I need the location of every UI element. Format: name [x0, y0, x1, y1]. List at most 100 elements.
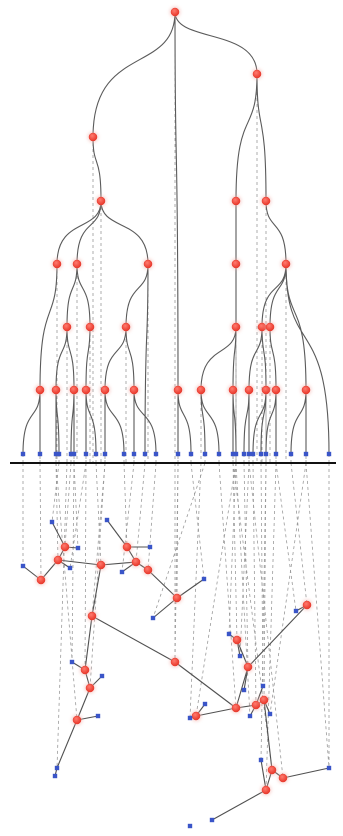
projection-line: [123, 462, 128, 548]
tree-edge: [104, 389, 125, 455]
leaf-node: [288, 451, 294, 457]
projection-line: [89, 462, 106, 689]
tree-edge: [56, 200, 102, 265]
projection-line: [121, 462, 135, 573]
embedding-edge: [263, 699, 273, 771]
embedding-edge: [100, 561, 137, 566]
internal-node: [260, 195, 272, 207]
projection-line: [260, 462, 267, 761]
internal-node: [270, 384, 282, 396]
projection-line: [265, 462, 277, 791]
embedded-internal-node: [258, 694, 270, 706]
embedded-internal-node: [260, 784, 272, 796]
leaf-node: [121, 451, 127, 457]
embedded-leaf-node: [241, 687, 247, 693]
tree-edge: [55, 389, 60, 455]
tree-edge: [269, 263, 287, 328]
tree-edge: [285, 263, 307, 391]
projection-line: [95, 462, 102, 566]
embedded-internal-node: [95, 559, 107, 571]
embedded-internal-node: [121, 541, 133, 553]
tree-edge: [243, 389, 250, 455]
embedded-internal-node: [71, 714, 83, 726]
tree-edge: [200, 326, 237, 391]
tree-edge: [104, 326, 127, 391]
internal-node: [300, 384, 312, 396]
internal-node: [51, 258, 63, 270]
internal-node: [128, 384, 140, 396]
tree-edge: [133, 389, 157, 455]
tree-edge: [92, 136, 102, 202]
internal-node: [50, 384, 62, 396]
leaf-node: [263, 451, 269, 457]
internal-node: [61, 321, 73, 333]
projection-line: [84, 462, 87, 671]
tree-edge: [285, 263, 330, 455]
projection-line: [290, 462, 308, 606]
tree-edge: [144, 263, 149, 455]
projection-line: [228, 462, 237, 635]
internal-node: [280, 258, 292, 270]
internal-node: [256, 321, 268, 333]
internal-node: [95, 195, 107, 207]
tree-edge: [269, 326, 277, 391]
tree-edge: [252, 389, 267, 455]
embedded-leaf-node: [260, 683, 266, 689]
embedded-internal-node: [169, 656, 181, 668]
internal-node: [230, 195, 242, 207]
internal-node: [84, 321, 96, 333]
embedded-leaf-node: [247, 713, 253, 719]
tree-edge: [76, 263, 91, 328]
embedded-leaf-node: [187, 823, 193, 829]
internal-node: [68, 384, 80, 396]
internal-node: [80, 384, 92, 396]
projection-line: [71, 462, 75, 663]
tree-edge: [261, 326, 267, 391]
tree-edge: [92, 11, 176, 138]
embedding-edge: [195, 707, 237, 717]
embedded-internal-node: [171, 592, 183, 604]
projection-line: [64, 462, 72, 548]
internal-node: [120, 321, 132, 333]
embedded-internal-node: [301, 599, 313, 611]
leaf-node: [258, 451, 264, 457]
projection-line: [176, 462, 179, 599]
internal-node: [34, 384, 46, 396]
tree-edge: [125, 326, 135, 391]
tree-edge: [66, 326, 75, 391]
tree-edge: [265, 200, 287, 265]
internal-node: [243, 384, 255, 396]
embedded-internal-node: [86, 610, 98, 622]
embedding-edge: [76, 687, 91, 721]
projection-line: [174, 462, 179, 663]
embedding-edge: [211, 789, 267, 821]
leaf-node: [246, 451, 252, 457]
embedded-leaf-node: [187, 715, 193, 721]
leaf-node: [233, 451, 239, 457]
leaf-node: [37, 451, 43, 457]
leaf-node: [53, 451, 59, 457]
tree-edge: [85, 389, 97, 455]
embedded-leaf-node: [226, 631, 232, 637]
internal-node: [71, 258, 83, 270]
embedded-internal-node: [52, 554, 64, 566]
leaf-node: [303, 451, 309, 457]
embedded-internal-node: [277, 772, 289, 784]
internal-node: [99, 384, 111, 396]
embedding-edge: [147, 569, 178, 599]
embedded-internal-node: [231, 634, 243, 646]
leaf-node: [273, 451, 279, 457]
leaf-node: [188, 451, 194, 457]
internal-node: [169, 6, 181, 18]
leaf-node: [202, 451, 208, 457]
projection-line: [69, 462, 87, 569]
tree-edge: [174, 11, 179, 391]
projection-line: [305, 462, 330, 769]
embedded-leaf-node: [20, 563, 26, 569]
leaf-node: [83, 451, 89, 457]
leaf-node: [216, 451, 222, 457]
embedded-leaf-node: [201, 576, 207, 582]
internal-node: [260, 384, 272, 396]
